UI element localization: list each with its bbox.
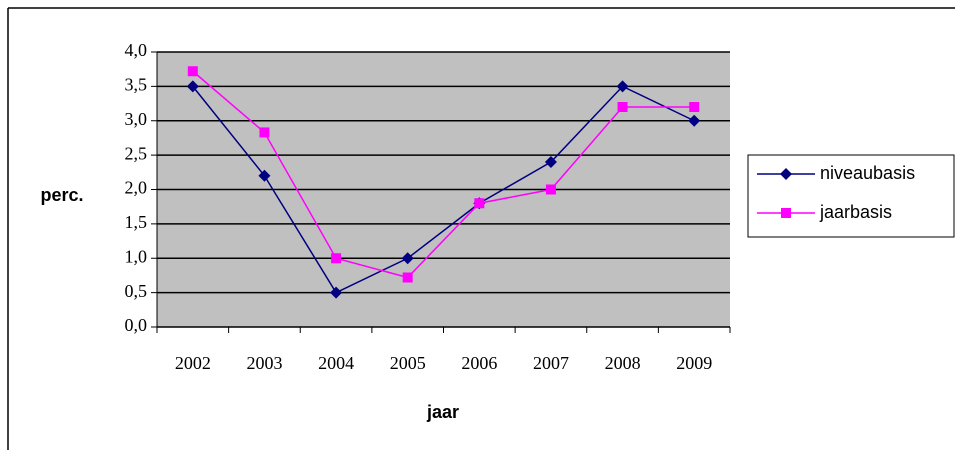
y-tick-label: 0,5 [125, 281, 148, 301]
x-axis-label: jaar [426, 402, 459, 422]
marker [688, 114, 701, 127]
marker [258, 169, 271, 182]
series-line [192, 70, 695, 279]
x-tick-label: 2007 [533, 353, 569, 373]
marker [474, 198, 485, 209]
marker [402, 272, 413, 283]
y-tick-label: 4,0 [125, 40, 148, 60]
series-line [192, 85, 695, 294]
marker [187, 66, 198, 77]
y-tick-label: 1,5 [125, 212, 148, 232]
x-tick-label: 2002 [175, 353, 211, 373]
x-tick-label: 2003 [246, 353, 282, 373]
legend-label: jaarbasis [819, 202, 892, 222]
x-tick-label: 2006 [461, 353, 497, 373]
y-tick-label: 3,5 [125, 75, 148, 95]
marker [545, 184, 556, 195]
y-tick-label: 2,5 [125, 143, 148, 163]
legend-label: niveaubasis [820, 163, 915, 183]
marker [331, 253, 342, 264]
x-tick-label: 2005 [390, 353, 426, 373]
marker [544, 156, 557, 168]
marker [617, 102, 628, 112]
x-tick-label: 2004 [318, 353, 354, 373]
marker [780, 168, 792, 180]
marker [186, 80, 199, 93]
y-tick-label: 1,0 [125, 246, 148, 266]
x-tick-label: 2009 [676, 353, 712, 373]
x-tick-label: 2008 [605, 353, 641, 373]
marker [689, 102, 700, 112]
y-axis-label: perc. [40, 185, 83, 205]
marker [616, 80, 629, 93]
marker [330, 286, 343, 299]
y-tick-label: 2,0 [125, 178, 148, 198]
legend-box [747, 154, 955, 238]
marker [781, 208, 791, 218]
marker [401, 252, 414, 265]
marker [259, 127, 270, 138]
y-tick-label: 3,0 [125, 109, 148, 129]
y-tick-label: 0,0 [125, 315, 148, 335]
